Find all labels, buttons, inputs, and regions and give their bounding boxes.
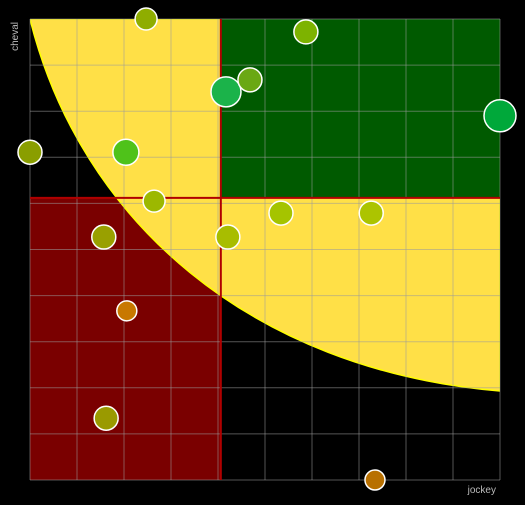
bubbles [17,7,517,491]
bubble [268,200,294,226]
bubble [237,67,263,93]
bubble [358,200,384,226]
x-axis-label: jockey [467,485,496,496]
bubble [364,469,386,491]
y-axis-label: cheval [10,22,21,51]
bubble [215,224,241,250]
bubble [142,189,166,213]
bubble [116,300,138,322]
bubble [91,224,117,250]
bubble [210,76,242,108]
zone-high [220,19,500,198]
bubble [293,19,319,45]
bubble [483,99,517,133]
bubble [134,7,158,31]
bubble [93,405,119,431]
bubble [112,138,140,166]
bubble [17,139,43,165]
